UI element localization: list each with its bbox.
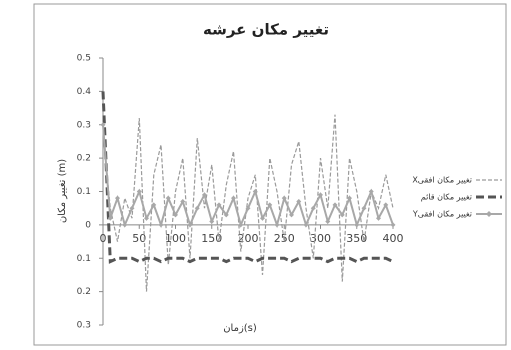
x-tick-label: 0	[100, 232, 107, 245]
point-marker	[129, 205, 135, 211]
point-marker	[231, 195, 236, 201]
point-marker	[310, 205, 316, 211]
legend-label: Yتغییر مکان افقی	[412, 210, 472, 219]
y-tick-label: 0.5	[77, 54, 91, 64]
point-marker	[180, 199, 186, 205]
x-tick-label: 100	[165, 232, 186, 245]
point-marker	[107, 215, 113, 221]
point-marker	[390, 222, 396, 228]
legend-label: تغییر مکان قائم	[421, 193, 472, 202]
x-axis-label: زمان(s)	[223, 323, 257, 334]
point-marker	[267, 202, 273, 208]
point-marker	[383, 202, 389, 208]
y-tick-label: 0	[85, 220, 91, 230]
point-marker	[252, 189, 258, 194]
point-marker	[202, 192, 207, 198]
point-marker	[173, 212, 178, 218]
point-marker	[122, 222, 128, 228]
point-marker	[100, 122, 106, 128]
x-tick-label: 50	[132, 232, 146, 245]
point-marker	[144, 215, 149, 221]
point-marker	[136, 189, 142, 194]
point-marker	[296, 199, 302, 205]
point-marker	[245, 205, 251, 211]
y-tick-label: 0.4	[77, 87, 92, 97]
point-marker	[318, 192, 323, 198]
point-marker	[332, 202, 338, 208]
chart-title: تغییر مکان عرشه	[203, 21, 329, 39]
point-marker	[260, 215, 265, 221]
point-marker	[376, 215, 381, 221]
point-marker	[238, 222, 244, 228]
y-tick-label: 0.3	[77, 321, 91, 331]
chart-frame	[33, 3, 507, 346]
point-marker	[187, 222, 193, 228]
point-marker	[223, 212, 229, 218]
series-line	[102, 114, 394, 292]
legend-marker	[486, 211, 492, 217]
x-tick-label: 300	[310, 232, 331, 245]
y-tick-label: 0.3	[77, 120, 91, 130]
y-axis-label: تغییر مکان (m)	[57, 159, 68, 223]
point-marker	[158, 222, 164, 228]
point-marker	[115, 195, 120, 201]
point-marker	[354, 222, 360, 228]
point-marker	[289, 212, 294, 218]
legend-label: Xتغییر مکان افقی	[412, 176, 472, 185]
x-tick-label: 400	[383, 232, 404, 245]
series-line	[101, 91, 394, 264]
point-marker	[209, 219, 215, 225]
point-marker	[281, 195, 287, 201]
point-marker	[194, 205, 200, 211]
x-tick-label: 150	[201, 232, 222, 245]
x-tick-label: 350	[346, 232, 367, 245]
y-tick-label: 0.2	[77, 154, 91, 164]
point-marker	[216, 202, 222, 208]
point-marker	[274, 222, 280, 228]
point-marker	[325, 219, 331, 225]
point-marker	[165, 195, 171, 201]
point-marker	[151, 202, 157, 208]
point-marker	[347, 195, 352, 201]
y-tick-label: 0.1	[77, 254, 91, 264]
point-marker	[368, 189, 374, 194]
point-marker	[361, 205, 367, 211]
y-tick-label: 0.2	[77, 287, 91, 297]
point-marker	[339, 212, 345, 218]
point-marker	[303, 222, 309, 228]
y-tick-label: 0.1	[77, 187, 91, 197]
